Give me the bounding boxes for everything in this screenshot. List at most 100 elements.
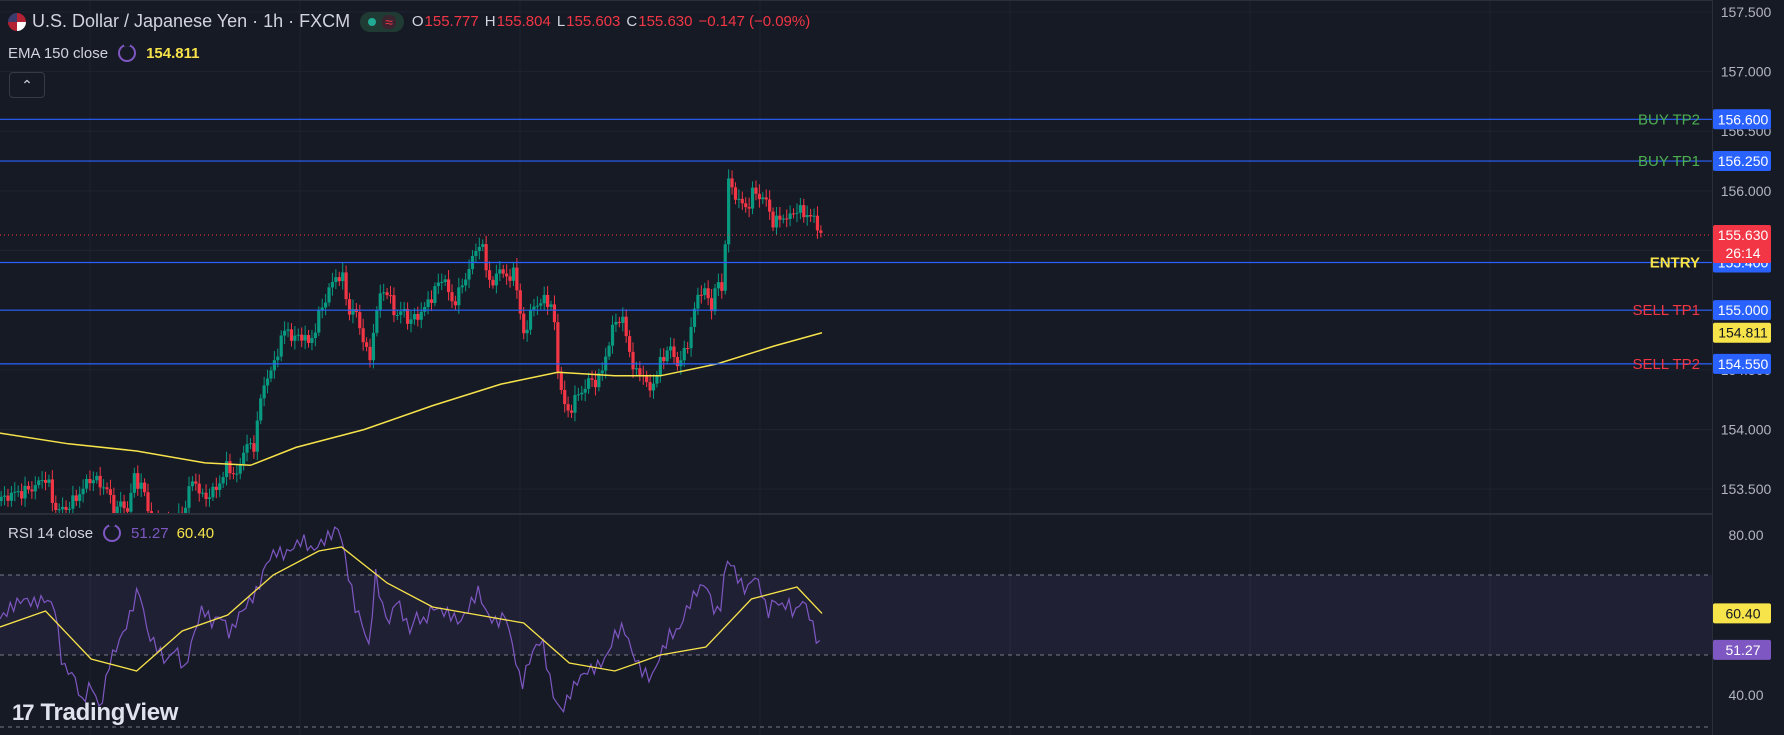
candle-body	[317, 310, 321, 333]
candle-body	[20, 491, 24, 499]
candle-body	[54, 502, 58, 510]
candle-body	[505, 273, 509, 277]
symbol-title[interactable]: U.S. Dollar / Japanese Yen · 1h · FXCM	[32, 11, 351, 31]
candle-body	[136, 473, 140, 489]
candle-body	[624, 316, 628, 337]
candle-body	[453, 301, 458, 306]
candle-body	[569, 410, 574, 413]
candle-body	[306, 335, 311, 344]
candle-body	[508, 276, 512, 281]
candle-body	[228, 461, 232, 474]
candle-body	[610, 324, 615, 346]
candle-body	[245, 444, 249, 453]
candle-body	[573, 395, 577, 413]
candle-body	[337, 277, 341, 282]
candle-body	[347, 299, 352, 315]
rsi-legend[interactable]: RSI 14 close 51.27 60.40	[8, 522, 215, 542]
candle-body	[382, 292, 386, 294]
candle-body	[457, 287, 461, 306]
candle-body	[727, 178, 731, 245]
candle-body	[388, 295, 393, 297]
rsi-label[interactable]: RSI 14 close	[8, 524, 94, 542]
candle-body	[638, 368, 642, 376]
candle-body	[518, 290, 522, 314]
rsi-ma-value: 60.40	[176, 524, 215, 542]
candle-body	[655, 375, 659, 384]
candle-body	[395, 314, 399, 316]
ema-label[interactable]: EMA 150 close	[8, 44, 109, 62]
candle-body	[583, 388, 587, 393]
candle-body	[95, 475, 99, 481]
ema-legend[interactable]: EMA 150 close 154.811	[8, 42, 200, 62]
candle-body	[313, 332, 317, 339]
candle-body	[791, 213, 796, 215]
candle-body	[528, 309, 533, 330]
price-tick-label: 157.500	[1721, 4, 1772, 20]
candle-body	[631, 351, 635, 370]
candle-body	[9, 492, 13, 501]
candle-body	[576, 394, 580, 396]
collapse-legend-button[interactable]: ⌃	[9, 72, 45, 98]
price-badge-rsi	[1713, 639, 1771, 660]
candle-body	[805, 215, 809, 218]
change-value: −0.147 (−0.09%)	[698, 13, 811, 30]
level-label-buy: BUY TP1	[1638, 153, 1700, 170]
candle-body	[334, 277, 338, 283]
candle-body	[621, 316, 625, 323]
candle-body	[211, 486, 215, 498]
candle-body	[303, 335, 307, 341]
candle-body	[26, 485, 31, 490]
candle-body	[597, 373, 601, 388]
candle-body	[16, 491, 20, 493]
candle-body	[446, 279, 451, 293]
candle-body	[341, 272, 345, 282]
high-label: H	[484, 13, 496, 30]
candle-body	[696, 294, 700, 309]
candle-body	[248, 443, 253, 445]
price-badge-text: 155.630	[1718, 227, 1769, 243]
candle-body	[378, 293, 382, 311]
open-label: O	[411, 13, 424, 30]
candle-body	[549, 304, 553, 307]
candle-body	[204, 492, 208, 499]
candle-body	[272, 360, 276, 371]
candle-body	[358, 312, 362, 329]
candle-body	[129, 492, 133, 512]
data-delay-icon: ≈	[382, 14, 396, 29]
ema-value: 154.811	[146, 44, 200, 62]
candle-body	[385, 292, 389, 296]
candle-body	[487, 270, 492, 280]
candle-body	[231, 473, 235, 475]
candle-body	[436, 282, 440, 287]
price-badge-level	[1713, 300, 1771, 321]
candle-body	[477, 246, 481, 252]
candle-body	[84, 478, 89, 489]
candle-body	[412, 314, 417, 320]
candle-body	[607, 345, 611, 357]
candle-body	[207, 497, 212, 499]
candle-body	[774, 215, 779, 228]
candle-body	[720, 282, 724, 291]
candle-body	[327, 287, 331, 303]
candle-body	[563, 389, 567, 405]
candle-body	[33, 485, 37, 492]
candle-body	[754, 187, 758, 194]
candle-body	[757, 193, 761, 200]
price-badge-level	[1713, 109, 1771, 130]
tradingview-logo[interactable]: 17 TradingView	[12, 699, 178, 727]
candle-body	[771, 211, 775, 228]
candle-body	[238, 464, 242, 474]
rsi-value: 51.27	[131, 524, 169, 542]
candle-body	[761, 197, 765, 200]
price-badge-ema	[1713, 322, 1771, 343]
market-status-badge[interactable]: ≈	[360, 11, 404, 32]
price-badge-text: 154.550	[1718, 356, 1769, 372]
candle-body	[112, 495, 116, 513]
symbol-legend[interactable]: U.S. Dollar / Japanese Yen · 1h · FXCM ≈…	[8, 11, 810, 32]
candle-body	[221, 477, 225, 484]
price-tick-label: 153.500	[1721, 481, 1772, 497]
candle-body	[50, 479, 54, 503]
candle-body	[703, 288, 707, 296]
